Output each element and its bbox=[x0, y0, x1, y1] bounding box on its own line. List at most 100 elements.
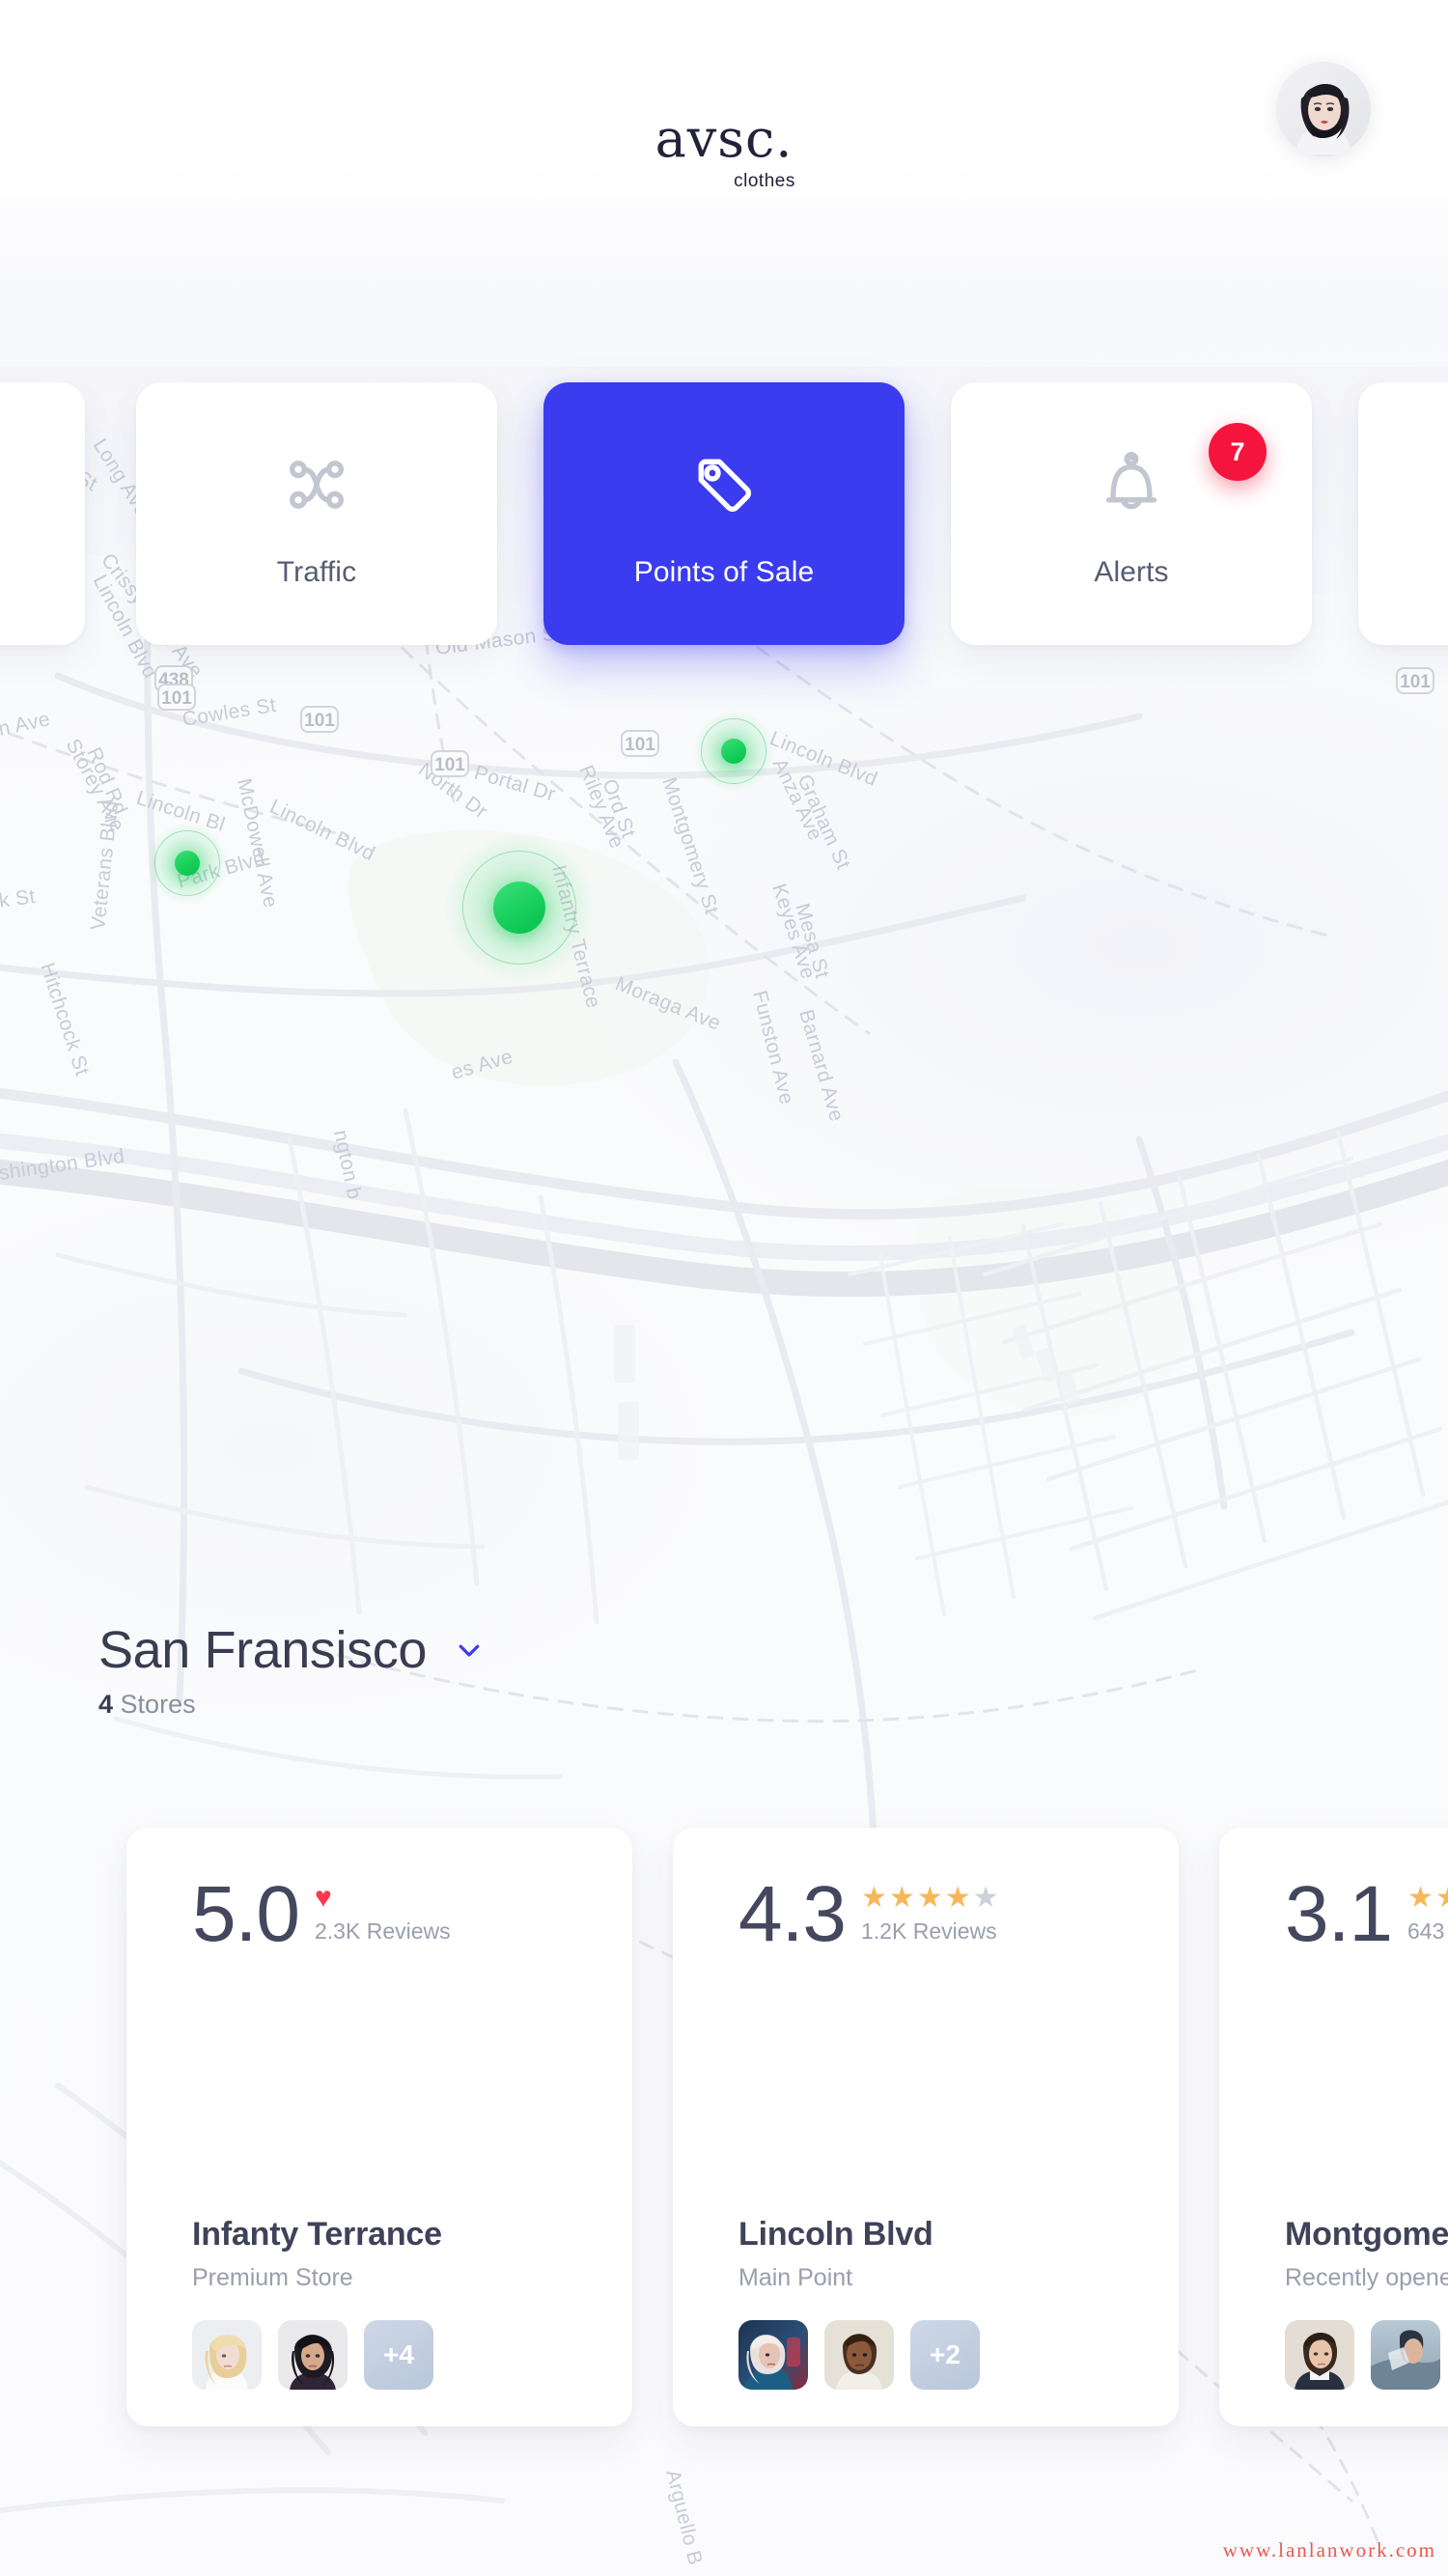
store-rating-meta: ★ ★ ★ ★ ★ 643 Reviews bbox=[1407, 1878, 1448, 1945]
store-avatar[interactable] bbox=[192, 2320, 262, 2390]
nav-card-partial-right[interactable]: C bbox=[1358, 382, 1448, 645]
avatar-photo bbox=[1371, 2320, 1440, 2390]
watermark: www.lanlanwork.com bbox=[1222, 2538, 1436, 2562]
nav-card-row[interactable]: n Traffic bbox=[0, 382, 1448, 645]
store-subtitle: Premium Store bbox=[192, 2264, 353, 2291]
store-rating-icons: ♥ bbox=[315, 1884, 451, 1913]
store-card[interactable]: 3.1 ★ ★ ★ ★ ★ 643 Reviews Montgomery St … bbox=[1219, 1828, 1448, 2426]
avatar[interactable] bbox=[1276, 62, 1371, 156]
nav-card-alerts[interactable]: 7 Alerts bbox=[951, 382, 1312, 645]
store-rating: 5.0 bbox=[192, 1870, 300, 1958]
star-icon: ★ bbox=[1407, 1882, 1434, 1914]
nav-card-points-of-sale[interactable]: Points of Sale bbox=[543, 382, 905, 645]
store-reviews: 2.3K Reviews bbox=[315, 1918, 451, 1944]
store-count: 4 Stores bbox=[98, 1690, 490, 1720]
svg-text:Arguello B: Arguello B bbox=[661, 2468, 707, 2567]
nav-icon-slot: 7 bbox=[1095, 423, 1267, 531]
svg-text:Funston Ave: Funston Ave bbox=[748, 989, 798, 1107]
svg-text:Veterans Blvd: Veterans Blvd bbox=[87, 799, 123, 931]
star-icon-empty: ★ bbox=[972, 1882, 999, 1914]
shuffle-icon bbox=[289, 461, 345, 509]
star-icon: ★ bbox=[916, 1882, 943, 1914]
app-header: avsc. clothes bbox=[0, 0, 1448, 290]
store-rating: 4.3 bbox=[738, 1870, 847, 1958]
store-avatar-row[interactable]: +2 bbox=[738, 2320, 980, 2390]
store-reviews: 1.2K Reviews bbox=[861, 1918, 997, 1944]
highway-shields: 438 101 101 101 101 bbox=[154, 665, 1434, 777]
store-avatar-row[interactable]: +1 bbox=[1285, 2320, 1448, 2390]
avatar-photo bbox=[192, 2320, 262, 2390]
svg-text:Barnard Ave: Barnard Ave bbox=[794, 1007, 848, 1124]
store-count-label: Stores bbox=[120, 1690, 196, 1719]
nav-icon-slot bbox=[687, 438, 761, 531]
store-name: Infanty Terrance bbox=[192, 2216, 442, 2253]
nav-card-traffic[interactable]: Traffic bbox=[136, 382, 497, 645]
store-rating-icons: ★ ★ ★ ★ ★ bbox=[861, 1884, 999, 1913]
svg-text:Lincoln Blvd: Lincoln Blvd bbox=[266, 796, 378, 865]
store-rating-row: 5.0 ♥ 2.3K Reviews bbox=[192, 1870, 567, 1958]
store-avatar[interactable] bbox=[738, 2320, 808, 2390]
star-icon: ★ bbox=[888, 1882, 915, 1914]
store-avatar-row[interactable]: +4 bbox=[192, 2320, 433, 2390]
store-rating-icons: ★ ★ ★ ★ ★ bbox=[1407, 1884, 1448, 1913]
marker-dot bbox=[721, 739, 746, 764]
logo-subtitle: clothes bbox=[734, 171, 795, 191]
store-rating-row: 4.3 ★ ★ ★ ★ ★ 1.2K Reviews bbox=[738, 1870, 1113, 1958]
marker-ring bbox=[154, 830, 220, 896]
avatar-photo bbox=[738, 2320, 808, 2390]
marker-ring bbox=[462, 851, 576, 965]
heart-icon: ♥ bbox=[315, 1882, 332, 1914]
svg-text:k St: k St bbox=[0, 885, 37, 912]
store-rating-row: 3.1 ★ ★ ★ ★ ★ 643 Reviews bbox=[1285, 1870, 1448, 1958]
city-name: San Fransisco bbox=[98, 1621, 427, 1679]
store-rating-meta: ♥ 2.3K Reviews bbox=[315, 1878, 451, 1945]
nav-label: Points of Sale bbox=[633, 556, 815, 588]
avatar-photo bbox=[1276, 62, 1371, 156]
star-icon: ★ bbox=[944, 1882, 971, 1914]
avatar-photo bbox=[278, 2320, 348, 2390]
store-avatar-more[interactable]: +4 bbox=[364, 2320, 433, 2390]
store-avatar[interactable] bbox=[1371, 2320, 1440, 2390]
logo-wordmark: avsc. bbox=[654, 108, 794, 169]
alerts-badge: 7 bbox=[1209, 423, 1267, 481]
store-rating-meta: ★ ★ ★ ★ ★ 1.2K Reviews bbox=[861, 1878, 999, 1945]
price-tag-icon bbox=[698, 459, 751, 512]
city-selector-block: San Fransisco 4 Stores bbox=[98, 1620, 490, 1720]
marker-dot bbox=[493, 882, 545, 934]
nav-card-partial-left[interactable]: n bbox=[0, 382, 85, 645]
store-name: Montgomery St bbox=[1285, 2216, 1448, 2253]
store-avatar-more[interactable]: +2 bbox=[910, 2320, 980, 2390]
bell-icon bbox=[1105, 451, 1157, 510]
svg-text:101: 101 bbox=[304, 711, 335, 731]
chevron-down-icon[interactable] bbox=[448, 1636, 490, 1665]
store-subtitle: Recently opened bbox=[1285, 2264, 1448, 2291]
svg-text:101: 101 bbox=[1400, 672, 1431, 692]
store-name: Lincoln Blvd bbox=[738, 2216, 933, 2253]
brand-logo[interactable]: avsc. clothes bbox=[653, 113, 795, 192]
store-reviews: 643 Reviews bbox=[1407, 1918, 1448, 1944]
svg-text:101: 101 bbox=[625, 735, 655, 755]
store-card[interactable]: 4.3 ★ ★ ★ ★ ★ 1.2K Reviews Lincoln Blvd … bbox=[673, 1828, 1179, 2426]
marker-ring bbox=[701, 718, 766, 784]
city-selector[interactable]: San Fransisco bbox=[98, 1620, 490, 1680]
svg-text:n Ave: n Ave bbox=[0, 708, 52, 741]
store-card[interactable]: 5.0 ♥ 2.3K Reviews Infanty Terrance Prem… bbox=[126, 1828, 632, 2426]
store-count-number: 4 bbox=[98, 1690, 114, 1719]
store-rating: 3.1 bbox=[1285, 1870, 1393, 1958]
marker-dot bbox=[175, 851, 200, 876]
avatar-photo bbox=[824, 2320, 894, 2390]
store-subtitle: Main Point bbox=[738, 2264, 853, 2291]
store-card-row[interactable]: 5.0 ♥ 2.3K Reviews Infanty Terrance Prem… bbox=[0, 1828, 1448, 2426]
nav-icon-slot bbox=[280, 438, 353, 531]
store-avatar[interactable] bbox=[278, 2320, 348, 2390]
star-icon: ★ bbox=[861, 1882, 887, 1914]
star-icon: ★ bbox=[1435, 1884, 1448, 1913]
store-avatar[interactable] bbox=[824, 2320, 894, 2390]
svg-text:101: 101 bbox=[434, 755, 465, 775]
svg-text:101: 101 bbox=[161, 688, 192, 709]
nav-label: Alerts bbox=[1094, 556, 1169, 588]
nav-label: Traffic bbox=[276, 556, 357, 588]
avatar-photo bbox=[1285, 2320, 1354, 2390]
store-avatar[interactable] bbox=[1285, 2320, 1354, 2390]
